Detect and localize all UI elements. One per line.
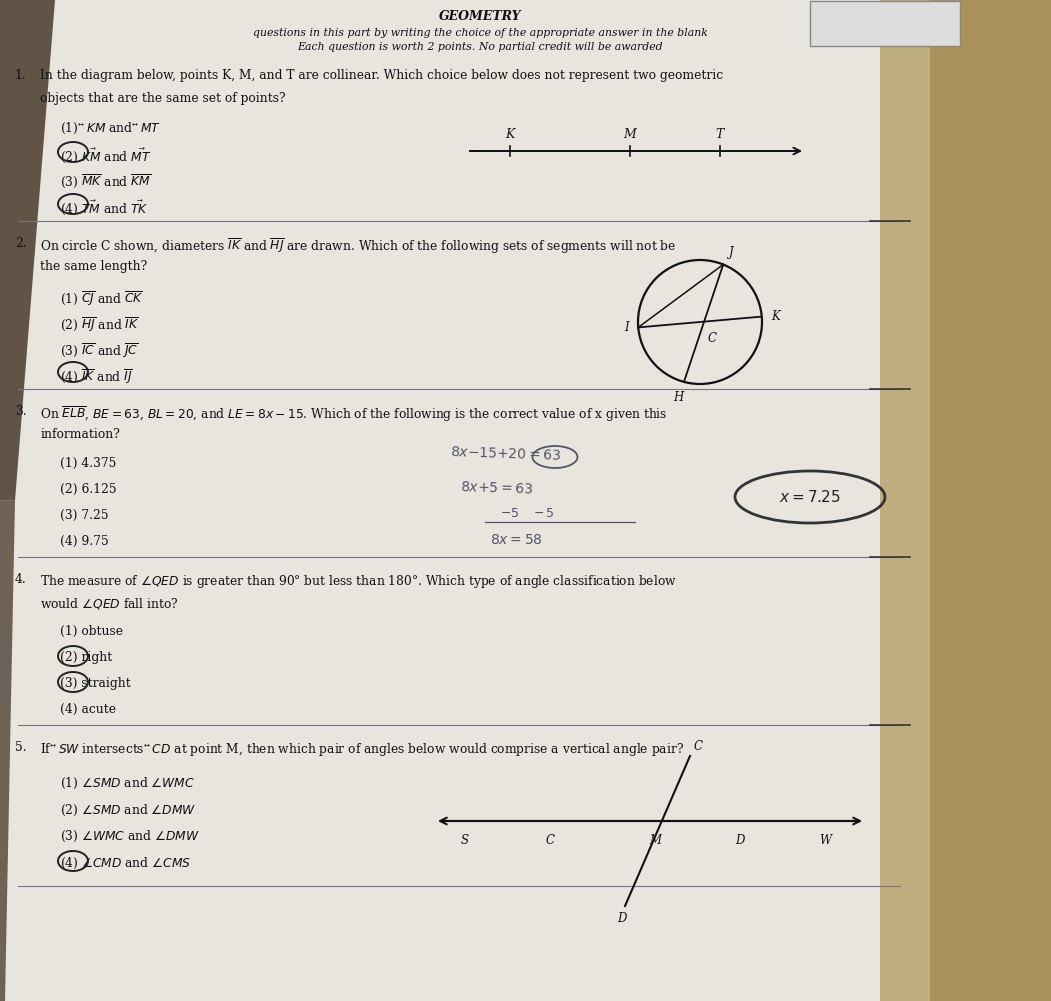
Text: On $\overline{ELB}$, $BE = 63$, $BL = 20$, and $LE = 8x - 15$. Which of the foll: On $\overline{ELB}$, $BE = 63$, $BL = 20… <box>40 405 667 424</box>
Text: D: D <box>736 834 745 847</box>
Text: W: W <box>819 834 831 847</box>
Text: T: T <box>716 128 724 141</box>
Text: 4.: 4. <box>15 573 26 586</box>
Text: 1.: 1. <box>15 69 26 82</box>
Text: In the diagram below, points K, M, and T are collinear. Which choice below does : In the diagram below, points K, M, and T… <box>40 69 723 82</box>
Text: $8x{+}5{=}63$: $8x{+}5{=}63$ <box>460 480 534 496</box>
Text: D: D <box>617 912 626 925</box>
Bar <box>810 1 960 46</box>
Text: questions in this part by writing the choice of the appropriate answer in the bl: questions in this part by writing the ch… <box>252 28 707 38</box>
Text: (2) 6.125: (2) 6.125 <box>60 483 117 496</box>
Text: objects that are the same set of points?: objects that are the same set of points? <box>40 92 286 105</box>
Text: Each question is worth 2 points. No partial credit will be awarded: Each question is worth 2 points. No part… <box>297 42 663 52</box>
Text: GEOMETRY: GEOMETRY <box>438 9 521 22</box>
Text: would $\angle QED$ fall into?: would $\angle QED$ fall into? <box>40 596 179 611</box>
Text: (4) 9.75: (4) 9.75 <box>60 535 108 548</box>
Text: (3) $\angle WMC$ and $\angle DMW$: (3) $\angle WMC$ and $\angle DMW$ <box>60 829 200 844</box>
Text: 2.: 2. <box>15 237 26 250</box>
Text: I: I <box>624 321 630 334</box>
Text: H: H <box>673 390 683 403</box>
Text: information?: information? <box>40 428 120 441</box>
Text: $8x{-}15{+}20{=}63$: $8x{-}15{+}20{=}63$ <box>450 445 561 462</box>
Polygon shape <box>0 0 55 500</box>
Text: (1) $\angle SMD$ and $\angle WMC$: (1) $\angle SMD$ and $\angle WMC$ <box>60 776 195 791</box>
Text: (3) straight: (3) straight <box>60 677 130 690</box>
Text: M: M <box>650 834 661 847</box>
Text: M: M <box>623 128 636 141</box>
Polygon shape <box>0 500 15 1001</box>
Text: (1) 4.375: (1) 4.375 <box>60 457 117 470</box>
Text: $-5\quad -5$: $-5\quad -5$ <box>500 507 555 520</box>
Text: (3) $\overline{MK}$ and $\overline{KM}$: (3) $\overline{MK}$ and $\overline{KM}$ <box>60 173 151 190</box>
Text: $x = 7.25$: $x = 7.25$ <box>779 489 841 505</box>
Text: (1) $\overleftrightarrow{KM}$ and $\overleftrightarrow{MT}$: (1) $\overleftrightarrow{KM}$ and $\over… <box>60 121 161 136</box>
Text: (4) $\overline{IK}$ and $\overline{IJ}$: (4) $\overline{IK}$ and $\overline{IJ}$ <box>60 367 132 385</box>
Text: (2) right: (2) right <box>60 651 112 664</box>
Text: (3) $\overline{IC}$ and $\overline{JC}$: (3) $\overline{IC}$ and $\overline{JC}$ <box>60 341 139 359</box>
Text: (2) $\vec{KM}$ and $\vec{MT}$: (2) $\vec{KM}$ and $\vec{MT}$ <box>60 147 151 165</box>
Text: K: K <box>770 310 780 323</box>
Text: K: K <box>506 128 515 141</box>
Text: the same length?: the same length? <box>40 260 147 273</box>
Text: (1) obtuse: (1) obtuse <box>60 625 123 638</box>
Text: J: J <box>729 245 734 258</box>
Text: On circle C shown, diameters $\overline{IK}$ and $\overline{HJ}$ are drawn. Whic: On circle C shown, diameters $\overline{… <box>40 237 677 256</box>
Text: (4) acute: (4) acute <box>60 703 116 716</box>
Text: S: S <box>461 834 469 847</box>
Text: (2) $\angle SMD$ and $\angle DMW$: (2) $\angle SMD$ and $\angle DMW$ <box>60 803 197 818</box>
Text: (3) 7.25: (3) 7.25 <box>60 509 108 522</box>
Text: C: C <box>708 332 717 345</box>
Text: $8x{=}58$: $8x{=}58$ <box>490 533 542 547</box>
Text: C: C <box>545 834 555 847</box>
Text: 3.: 3. <box>15 405 26 418</box>
Text: C: C <box>694 740 703 753</box>
Text: If $\overleftrightarrow{SW}$ intersects $\overleftrightarrow{CD}$ at point M, th: If $\overleftrightarrow{SW}$ intersects … <box>40 741 684 758</box>
Text: (2) $\overline{HJ}$ and $\overline{IK}$: (2) $\overline{HJ}$ and $\overline{IK}$ <box>60 315 140 333</box>
Bar <box>880 0 1051 1001</box>
Text: (1) $\overline{CJ}$ and $\overline{CK}$: (1) $\overline{CJ}$ and $\overline{CK}$ <box>60 289 144 307</box>
Text: (4) $\vec{TM}$ and $\vec{TK}$: (4) $\vec{TM}$ and $\vec{TK}$ <box>60 199 148 217</box>
Text: 5.: 5. <box>15 741 26 754</box>
Text: The measure of $\angle QED$ is greater than 90° but less than 180°. Which type o: The measure of $\angle QED$ is greater t… <box>40 573 677 590</box>
Bar <box>930 0 1051 1001</box>
Text: (4) $\angle CMD$ and $\angle CMS$: (4) $\angle CMD$ and $\angle CMS$ <box>60 856 191 871</box>
